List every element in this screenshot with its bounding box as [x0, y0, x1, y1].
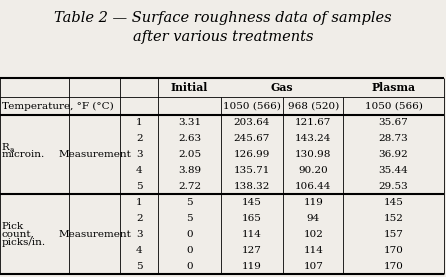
Text: 1: 1 [136, 198, 143, 207]
Text: 157: 157 [384, 230, 404, 239]
Text: 2.63: 2.63 [178, 134, 201, 143]
Text: 36.92: 36.92 [379, 150, 409, 159]
Text: 0: 0 [186, 230, 193, 239]
Text: 119: 119 [303, 198, 323, 207]
Text: 1050 (566): 1050 (566) [223, 101, 281, 111]
Text: Pick: Pick [2, 222, 24, 230]
Text: 5: 5 [186, 198, 193, 207]
Text: Temperature, °F (°C): Temperature, °F (°C) [2, 101, 114, 111]
Text: 3.31: 3.31 [178, 118, 201, 127]
Text: 127: 127 [242, 246, 262, 255]
Text: 2: 2 [136, 134, 143, 143]
Text: 102: 102 [303, 230, 323, 239]
Text: microin.: microin. [2, 150, 45, 158]
Text: after various treatments: after various treatments [133, 30, 313, 44]
Text: 145: 145 [384, 198, 404, 207]
Text: 2.72: 2.72 [178, 182, 201, 191]
Text: 170: 170 [384, 246, 404, 255]
Text: count,: count, [2, 230, 35, 239]
Text: picks/in.: picks/in. [2, 238, 46, 247]
Text: 106.44: 106.44 [295, 182, 331, 191]
Text: 126.99: 126.99 [234, 150, 270, 159]
Text: 203.64: 203.64 [234, 118, 270, 127]
Text: 35.44: 35.44 [379, 166, 409, 175]
Text: 4: 4 [136, 246, 143, 255]
Text: 90.20: 90.20 [298, 166, 328, 175]
Text: Table 2 — Surface roughness data of samples: Table 2 — Surface roughness data of samp… [54, 11, 392, 25]
Text: 145: 145 [242, 198, 262, 207]
Text: Measurement: Measurement [58, 150, 131, 159]
Text: 114: 114 [242, 230, 262, 239]
Text: 0: 0 [186, 262, 193, 271]
Text: 170: 170 [384, 262, 404, 271]
Text: 2.05: 2.05 [178, 150, 201, 159]
Text: 5: 5 [186, 214, 193, 223]
Text: 165: 165 [242, 214, 262, 223]
Text: 5: 5 [136, 182, 143, 191]
Text: 119: 119 [242, 262, 262, 271]
Text: 29.53: 29.53 [379, 182, 409, 191]
Text: 245.67: 245.67 [234, 134, 270, 143]
Text: Measurement: Measurement [58, 230, 131, 239]
Text: Initial: Initial [171, 82, 208, 93]
Text: 4: 4 [136, 166, 143, 175]
Text: a: a [10, 146, 14, 154]
Text: R: R [2, 143, 9, 152]
Text: 5: 5 [136, 262, 143, 271]
Text: 1050 (566): 1050 (566) [365, 101, 422, 111]
Text: 1: 1 [136, 118, 143, 127]
Text: 3: 3 [136, 150, 143, 159]
Text: 107: 107 [303, 262, 323, 271]
Text: 135.71: 135.71 [234, 166, 270, 175]
Text: 968 (520): 968 (520) [288, 101, 339, 111]
Text: 152: 152 [384, 214, 404, 223]
Text: 143.24: 143.24 [295, 134, 331, 143]
Text: 114: 114 [303, 246, 323, 255]
Text: Gas: Gas [271, 82, 293, 93]
Text: 94: 94 [307, 214, 320, 223]
Text: 130.98: 130.98 [295, 150, 331, 159]
Text: 35.67: 35.67 [379, 118, 409, 127]
Text: 2: 2 [136, 214, 143, 223]
Text: 138.32: 138.32 [234, 182, 270, 191]
Text: 28.73: 28.73 [379, 134, 409, 143]
Text: 3.89: 3.89 [178, 166, 201, 175]
Text: 3: 3 [136, 230, 143, 239]
Text: Plasma: Plasma [372, 82, 416, 93]
Text: 0: 0 [186, 246, 193, 255]
Text: 121.67: 121.67 [295, 118, 331, 127]
